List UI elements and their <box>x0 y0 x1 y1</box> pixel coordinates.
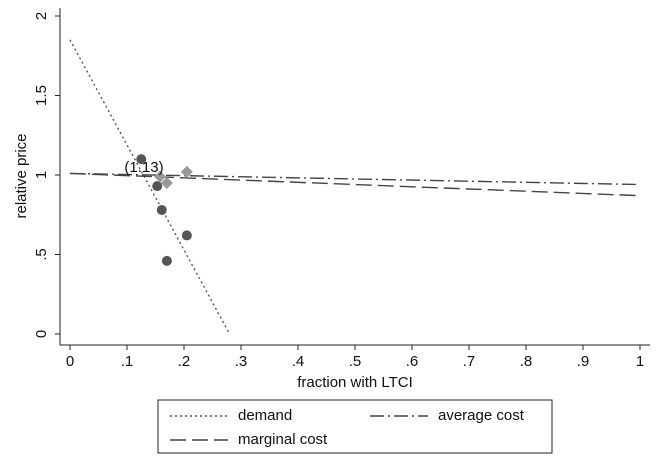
x-tick-label: .7 <box>463 353 476 370</box>
x-tick-label: .5 <box>349 353 362 370</box>
scatter-point <box>156 204 167 215</box>
scatter-point <box>154 170 167 183</box>
x-tick-label: .2 <box>178 353 191 370</box>
x-tick-label: 0 <box>66 353 74 370</box>
x-tick-label: 1 <box>636 353 644 370</box>
series-line <box>69 39 231 335</box>
legend-label: average cost <box>438 407 525 424</box>
annotation: (1.13) <box>124 159 163 176</box>
y-tick-label: 1.5 <box>33 85 50 106</box>
x-tick-label: .3 <box>235 353 248 370</box>
x-tick-label: .4 <box>292 353 305 370</box>
legend-label: marginal cost <box>238 431 328 448</box>
legend-label: demand <box>238 407 292 424</box>
y-axis-label: relative price <box>13 133 30 218</box>
series-line <box>69 172 641 186</box>
x-axis-label: fraction with LTCI <box>297 374 413 391</box>
x-tick-label: .9 <box>577 353 590 370</box>
legend-box <box>157 399 553 454</box>
scatter-point <box>161 255 172 266</box>
scatter-point <box>160 176 173 189</box>
x-tick-label: .8 <box>520 353 533 370</box>
scatter-point <box>152 181 163 192</box>
scatter-point <box>181 230 192 241</box>
scatter-point <box>136 154 147 165</box>
y-tick-label: 0 <box>33 330 50 338</box>
scatter-point <box>180 165 193 178</box>
y-tick-label: 1 <box>33 171 50 179</box>
y-tick-label: 2 <box>33 12 50 20</box>
y-tick-label: .5 <box>33 248 50 261</box>
x-tick-label: .6 <box>406 353 419 370</box>
x-tick-label: .1 <box>121 353 134 370</box>
